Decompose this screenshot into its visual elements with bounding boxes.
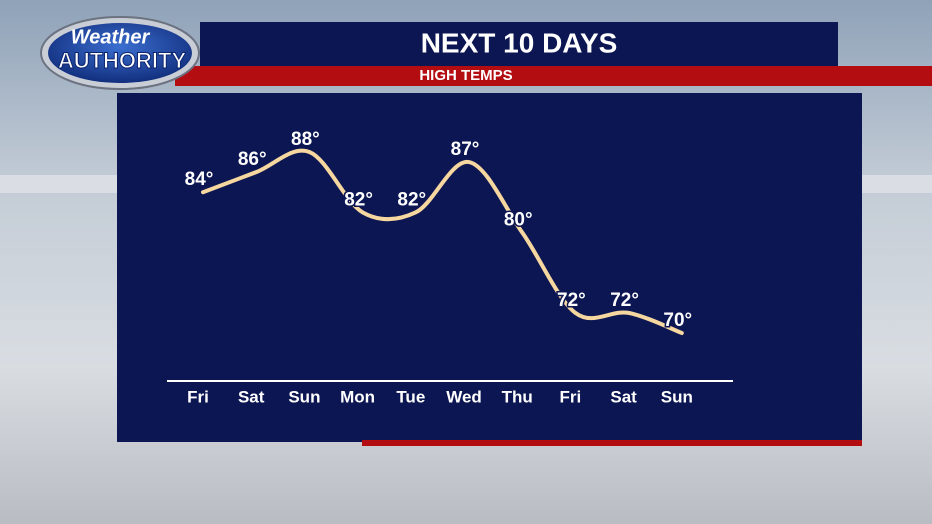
x-tick-label: Fri: [187, 387, 209, 406]
x-tick-label: Sat: [610, 387, 637, 406]
value-label: 82°: [397, 189, 426, 210]
value-label: 80°: [504, 209, 533, 230]
chart-subtitle: HIGH TEMPS: [419, 67, 512, 84]
value-label: 72°: [610, 290, 639, 311]
value-label: 88°: [291, 129, 320, 150]
temperature-line: [201, 148, 684, 335]
subtitle-bar: [175, 66, 932, 86]
value-label: 86°: [238, 149, 267, 170]
logo-text: AUTHORITY: [58, 48, 187, 73]
x-tick-label: Sun: [288, 387, 320, 406]
value-label: 87°: [451, 139, 480, 160]
chart-panel: [117, 93, 862, 442]
logo-text: Weather: [71, 26, 151, 48]
value-label: 84°: [185, 169, 214, 190]
x-tick-label: Fri: [560, 387, 582, 406]
logo: [48, 23, 192, 83]
panel-accent: [362, 440, 862, 446]
x-tick-label: Wed: [446, 387, 482, 406]
x-tick-label: Mon: [340, 387, 375, 406]
value-label: 70°: [663, 310, 692, 331]
value-label: 72°: [557, 290, 586, 311]
value-label: 82°: [344, 189, 373, 210]
x-tick-label: Thu: [502, 387, 533, 406]
x-tick-label: Sun: [661, 387, 693, 406]
title-box: [200, 22, 838, 66]
x-tick-label: Tue: [396, 387, 425, 406]
chart-title: NEXT 10 DAYS: [421, 27, 618, 58]
x-tick-label: Sat: [238, 387, 265, 406]
